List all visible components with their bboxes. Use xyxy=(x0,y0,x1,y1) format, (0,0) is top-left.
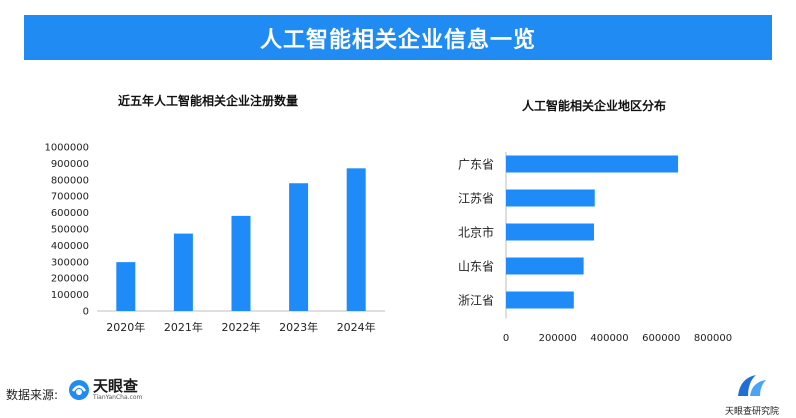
y-tick-label: 200000 xyxy=(51,274,89,285)
title-banner: 人工智能相关企业信息一览 xyxy=(24,15,772,60)
y-tick-label: 0 xyxy=(83,307,89,318)
brand-url: TianYanCha.com xyxy=(93,394,143,401)
registration-bar-chart: 近五年人工智能相关企业注册数量 0 100000 200000 300000 40000… xyxy=(44,93,385,334)
y-tick-label: 广东省 xyxy=(458,158,494,172)
tianyancha-logo-icon xyxy=(69,380,89,400)
bar xyxy=(289,183,309,311)
research-institute-logo-icon xyxy=(738,375,766,396)
bar xyxy=(231,215,251,311)
bar xyxy=(116,262,136,311)
bar xyxy=(506,189,595,207)
bar xyxy=(506,257,584,275)
bar xyxy=(173,233,193,311)
chart-title: 近五年人工智能相关企业注册数量 xyxy=(118,93,298,108)
y-tick-label: 北京市 xyxy=(458,225,494,240)
bar xyxy=(506,223,594,241)
y-tick-label: 江苏省 xyxy=(458,192,494,206)
y-tick-label: 400000 xyxy=(51,241,89,252)
y-tick-label: 500000 xyxy=(51,225,89,236)
page-title: 人工智能相关企业信息一览 xyxy=(259,27,536,53)
bar xyxy=(346,168,366,311)
data-source-label: 数据来源: xyxy=(6,388,59,402)
x-tick-label: 400000 xyxy=(590,333,628,344)
x-tick-label: 0 xyxy=(503,333,509,344)
y-tick-label: 1000000 xyxy=(44,143,89,154)
y-tick-label: 100000 xyxy=(51,290,89,301)
bar xyxy=(506,155,679,173)
x-tick-label: 2022年 xyxy=(222,320,261,334)
brand-name: 天眼查 xyxy=(93,377,139,395)
x-tick-label: 2023年 xyxy=(279,320,318,334)
y-tick-label: 600000 xyxy=(51,208,89,219)
bar xyxy=(506,291,574,309)
y-tick-label: 900000 xyxy=(51,159,89,170)
x-tick-label: 2020年 xyxy=(106,320,145,334)
x-tick-label: 2021年 xyxy=(164,320,203,334)
brand-logo: 天眼查 TianYanCha.com xyxy=(68,378,142,402)
x-tick-label: 600000 xyxy=(642,333,680,344)
y-tick-label: 800000 xyxy=(51,175,89,186)
y-tick-label: 浙江省 xyxy=(458,294,494,308)
y-tick-label: 700000 xyxy=(51,192,89,203)
x-tick-label: 800000 xyxy=(694,333,732,344)
chart-title: 人工智能相关企业地区分布 xyxy=(522,98,666,113)
y-tick-label: 300000 xyxy=(51,257,89,268)
research-institute-logo: 天眼查研究院 xyxy=(716,372,788,417)
x-tick-label: 200000 xyxy=(539,333,577,344)
org-name: 天眼查研究院 xyxy=(724,407,779,417)
x-tick-label: 2024年 xyxy=(337,320,376,334)
y-tick-label: 山东省 xyxy=(458,260,494,274)
